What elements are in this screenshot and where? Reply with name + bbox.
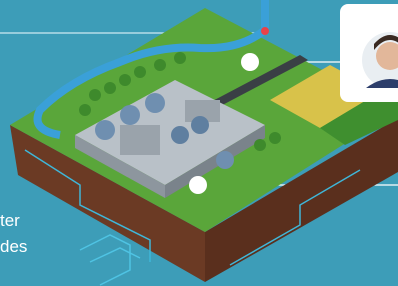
illustration: ter des (0, 0, 398, 286)
label-text: des (0, 237, 27, 256)
hotspot (241, 53, 259, 71)
label-text: ter (0, 211, 20, 230)
hotspot (189, 176, 207, 194)
marker (261, 27, 269, 35)
profile-card (340, 4, 398, 102)
